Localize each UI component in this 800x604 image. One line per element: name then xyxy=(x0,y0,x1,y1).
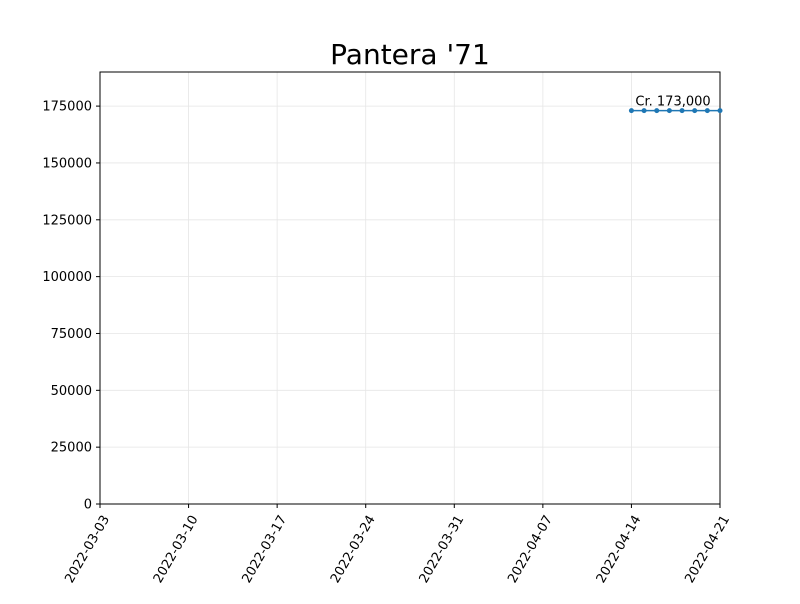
y-tick-label: 75000 xyxy=(51,327,92,342)
axes-layer: 0 25000 50000 75000 100000 125000 150000 175000… xyxy=(42,71,733,586)
data-point xyxy=(654,108,660,114)
x-tick-label: 2022-03-17 xyxy=(239,513,290,586)
x-tick-label: 2022-03-31 xyxy=(417,513,468,586)
data-point xyxy=(679,108,685,114)
y-tick-label: 175000 xyxy=(42,100,92,115)
data-point xyxy=(666,108,672,114)
annotation-layer: Cr. 173,000 xyxy=(635,95,710,110)
x-tick-label: 2022-03-24 xyxy=(328,513,379,586)
data-point xyxy=(641,108,647,114)
y-tick-label: 150000 xyxy=(42,156,92,171)
data-point xyxy=(717,108,723,114)
x-tick-label: 2022-03-10 xyxy=(151,513,202,586)
y-tick-label: 25000 xyxy=(51,441,92,456)
x-tick-label: 2022-04-21 xyxy=(682,513,733,586)
series-layer xyxy=(628,108,723,114)
data-point xyxy=(704,108,710,114)
grid-layer xyxy=(99,72,721,505)
x-tick-label: 2022-04-14 xyxy=(594,513,645,586)
y-tick-label: 125000 xyxy=(42,213,92,228)
plot-frame xyxy=(99,71,721,505)
x-tick-label: 2022-03-03 xyxy=(62,513,113,586)
y-tick-label: 100000 xyxy=(42,270,92,285)
chart-title: Pantera '71 xyxy=(330,38,490,71)
data-point xyxy=(692,108,698,114)
y-tick-label: 50000 xyxy=(51,384,92,399)
price-annotation: Cr. 173,000 xyxy=(635,95,710,110)
y-tick-label: 0 xyxy=(84,498,92,513)
x-tick-label: 2022-04-07 xyxy=(505,513,556,586)
data-point xyxy=(628,108,634,114)
